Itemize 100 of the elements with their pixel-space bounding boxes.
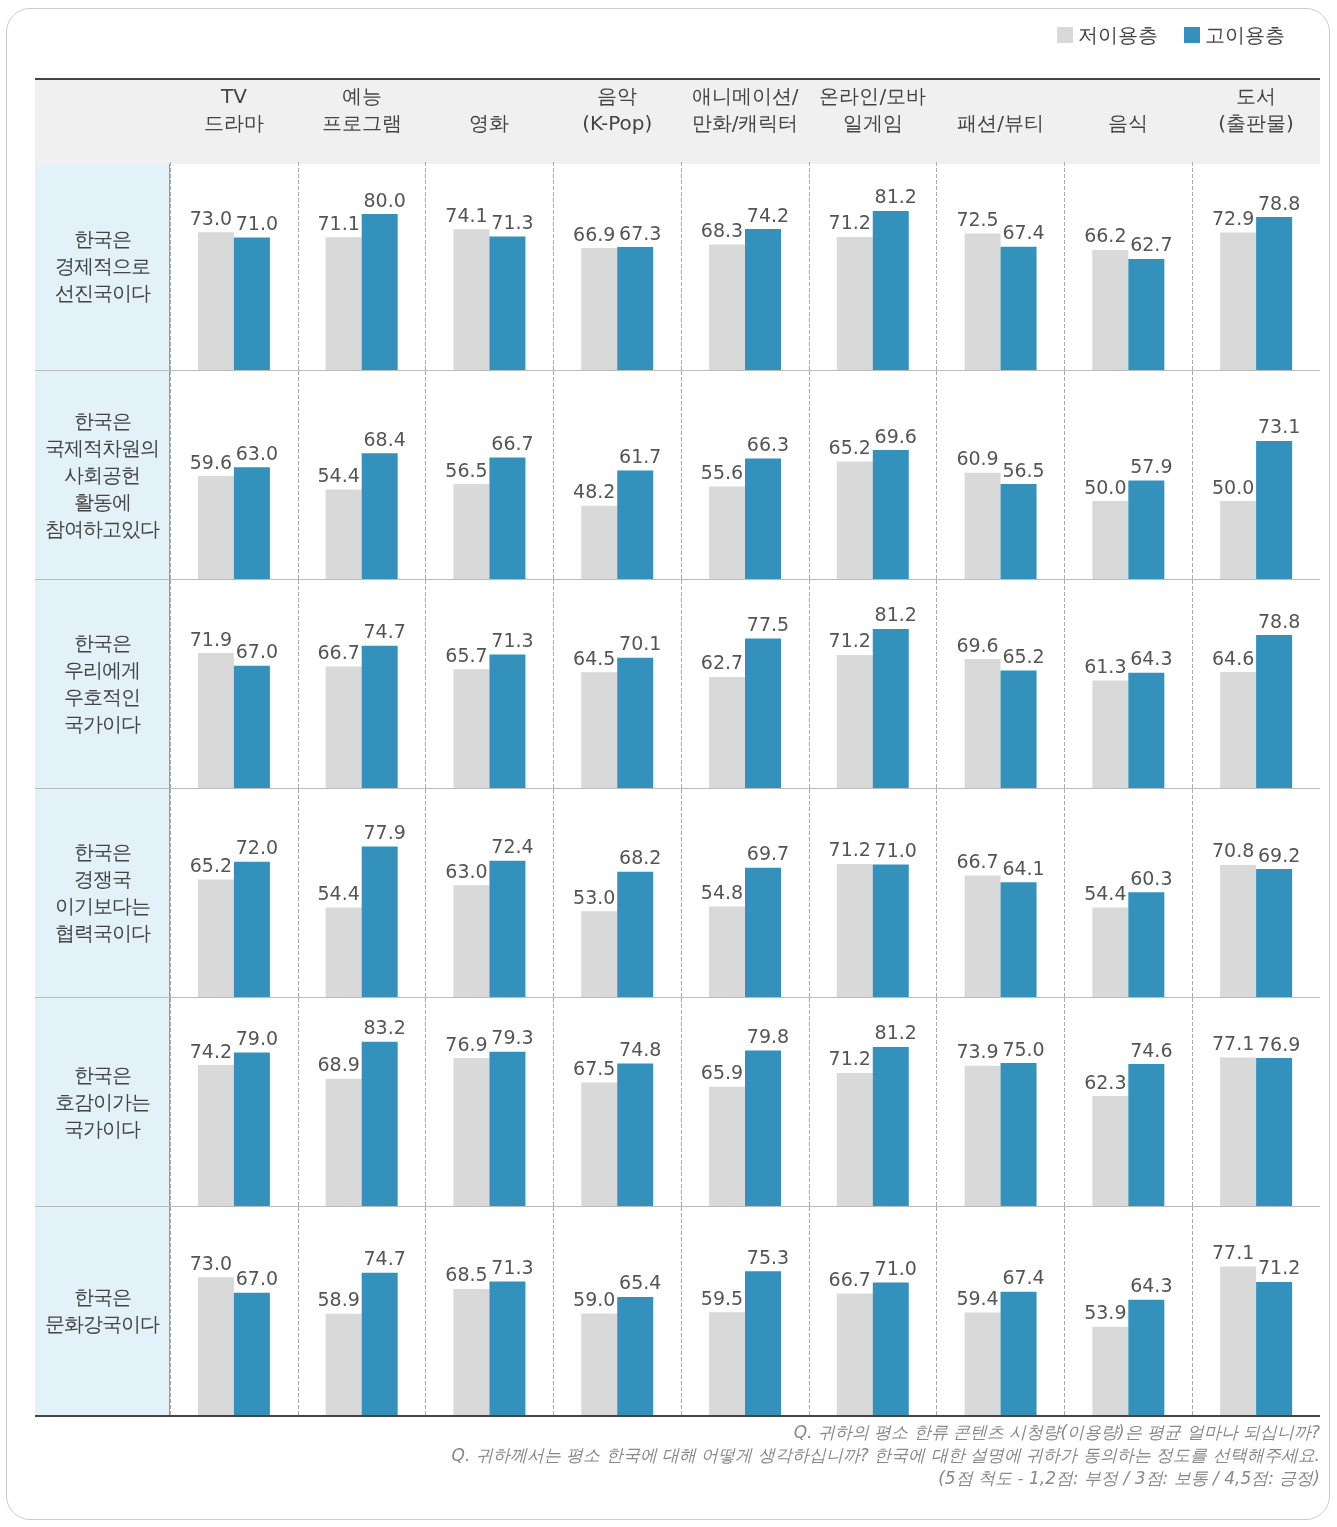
data-label: 78.8: [1257, 609, 1301, 632]
data-label: 65.2: [189, 853, 233, 876]
data-label: 62.7: [700, 651, 744, 674]
data-label: 71.9: [189, 627, 233, 650]
text: 한국은 문화강국이다: [45, 1284, 159, 1338]
data-label: 66.7: [317, 641, 360, 664]
data-label: 64.6: [1211, 646, 1255, 669]
data-label: 77.9: [363, 820, 406, 843]
data-label: 73.9: [956, 1040, 999, 1063]
data-label: 81.2: [874, 603, 917, 626]
data-label: 74.2: [746, 203, 790, 226]
data-label: 50.0: [1084, 475, 1127, 498]
data-label: 64.3: [1130, 647, 1173, 670]
data-label: 55.6: [700, 460, 744, 483]
data-label: 63.0: [445, 859, 488, 882]
data-label: 54.4: [1084, 882, 1127, 905]
data-label: 66.7: [956, 850, 999, 873]
data-label: 69.7: [746, 842, 790, 865]
text: 한국은 경쟁국 이기보다는 협력국이다: [54, 839, 150, 947]
data-label: 50.0: [1211, 475, 1255, 498]
data-label: 57.9: [1130, 454, 1173, 477]
data-label: 68.2: [619, 846, 662, 869]
data-label: 68.9: [317, 1053, 360, 1076]
x-tick-label: 예능 프로그램: [321, 83, 402, 135]
data-label: 71.3: [491, 1256, 534, 1279]
data-label: 63.0: [235, 441, 279, 464]
data-label: 69.6: [874, 424, 917, 447]
data-label: 59.6: [189, 450, 233, 473]
data-label: 79.0: [235, 1027, 279, 1050]
data-label: 67.0: [235, 1267, 279, 1290]
data-label: 75.3: [746, 1245, 790, 1268]
data-label: 71.3: [491, 629, 534, 652]
x-tick-label: 패션/뷰티: [957, 110, 1044, 135]
data-label: 70.1: [619, 632, 662, 655]
x-tick-label: 도서 (출판물): [1218, 83, 1294, 135]
data-label: 66.9: [573, 222, 616, 245]
text: (5점 척도 - 1,2점: 부정 / 3점: 보통 / 4,5점: 긍정): [937, 1467, 1320, 1490]
data-label: 56.5: [1002, 458, 1045, 481]
data-label: 71.2: [828, 1047, 871, 1070]
data-label: 59.0: [573, 1288, 616, 1311]
x-tick-label: 음악 (K-Pop): [582, 83, 653, 135]
data-label: 60.3: [1130, 866, 1173, 889]
data-label: 71.3: [491, 211, 534, 234]
data-label: 83.2: [363, 1016, 406, 1039]
data-label: 76.9: [445, 1032, 488, 1055]
data-label: 71.2: [828, 629, 871, 652]
data-label: 65.7: [445, 643, 488, 666]
data-label: 60.9: [956, 447, 999, 470]
data-label: 54.4: [317, 464, 360, 487]
data-label: 71.1: [317, 211, 360, 234]
data-label: 74.2: [189, 1039, 233, 1062]
data-label: 71.0: [235, 211, 279, 234]
data-label: 54.8: [700, 881, 744, 904]
data-label: 68.3: [700, 218, 744, 241]
text: 한국은 우리에게 우호적인 국가이다: [64, 630, 140, 738]
legend-label: 저이용층: [1078, 23, 1158, 47]
data-label: 62.3: [1084, 1070, 1127, 1093]
data-label: 69.6: [956, 633, 999, 656]
data-label: 71.2: [828, 838, 871, 861]
text: Q. 귀하의 평소 한류 콘텐츠 시청량(이용량)은 평균 얼마나 되십니까?: [792, 1421, 1320, 1444]
data-label: 73.1: [1257, 415, 1301, 438]
data-label: 72.9: [1211, 206, 1255, 229]
x-tick-label: 음식: [1108, 110, 1149, 135]
text: Q. 귀하께서는 평소 한국에 대해 어떻게 생각하십니까? 한국에 대한 설명에 귀하가 동의하는 정도를 선택해주세요.: [450, 1444, 1320, 1467]
data-label: 66.2: [1084, 224, 1127, 247]
data-label: 67.3: [619, 221, 662, 244]
data-label: 62.7: [1130, 233, 1173, 256]
data-label: 59.5: [700, 1286, 744, 1309]
x-tick-label: 온라인/모바일게임: [819, 83, 927, 135]
data-label: 80.0: [363, 188, 406, 211]
text: 한국은 국제적차원의 사회공헌 활동에 참여하고있다: [45, 407, 159, 543]
data-label: 72.4: [491, 835, 534, 858]
data-label: 73.0: [189, 1251, 233, 1274]
data-label: 71.2: [1257, 1256, 1301, 1279]
data-label: 56.5: [445, 458, 488, 481]
data-label: 64.3: [1130, 1274, 1173, 1297]
x-tick-label: 애니메이션/만화/캐릭터: [691, 83, 799, 135]
x-tick-label: TV 드라마: [203, 83, 264, 135]
data-label: 70.8: [1211, 839, 1255, 862]
legend-label: 고이용층: [1205, 23, 1285, 47]
data-label: 67.4: [1002, 221, 1045, 244]
data-label: 68.4: [363, 427, 406, 450]
data-label: 73.0: [189, 206, 233, 229]
data-label: 74.6: [1130, 1038, 1173, 1061]
data-label: 72.0: [235, 836, 279, 859]
data-label: 71.0: [874, 838, 917, 861]
data-label: 79.8: [746, 1025, 790, 1048]
data-label: 71.2: [828, 211, 871, 234]
data-label: 72.5: [956, 208, 999, 230]
data-label: 61.3: [1084, 655, 1127, 678]
data-label: 65.4: [619, 1271, 662, 1294]
data-label: 78.8: [1257, 191, 1301, 214]
data-label: 48.2: [573, 480, 616, 503]
data-label: 75.0: [1002, 1037, 1045, 1060]
data-label: 54.4: [317, 882, 360, 905]
data-label: 71.0: [874, 1256, 917, 1279]
data-label: 67.0: [235, 640, 279, 663]
data-label: 69.2: [1257, 843, 1301, 866]
data-label: 53.9: [1084, 1301, 1127, 1324]
data-label: 74.1: [445, 203, 488, 226]
